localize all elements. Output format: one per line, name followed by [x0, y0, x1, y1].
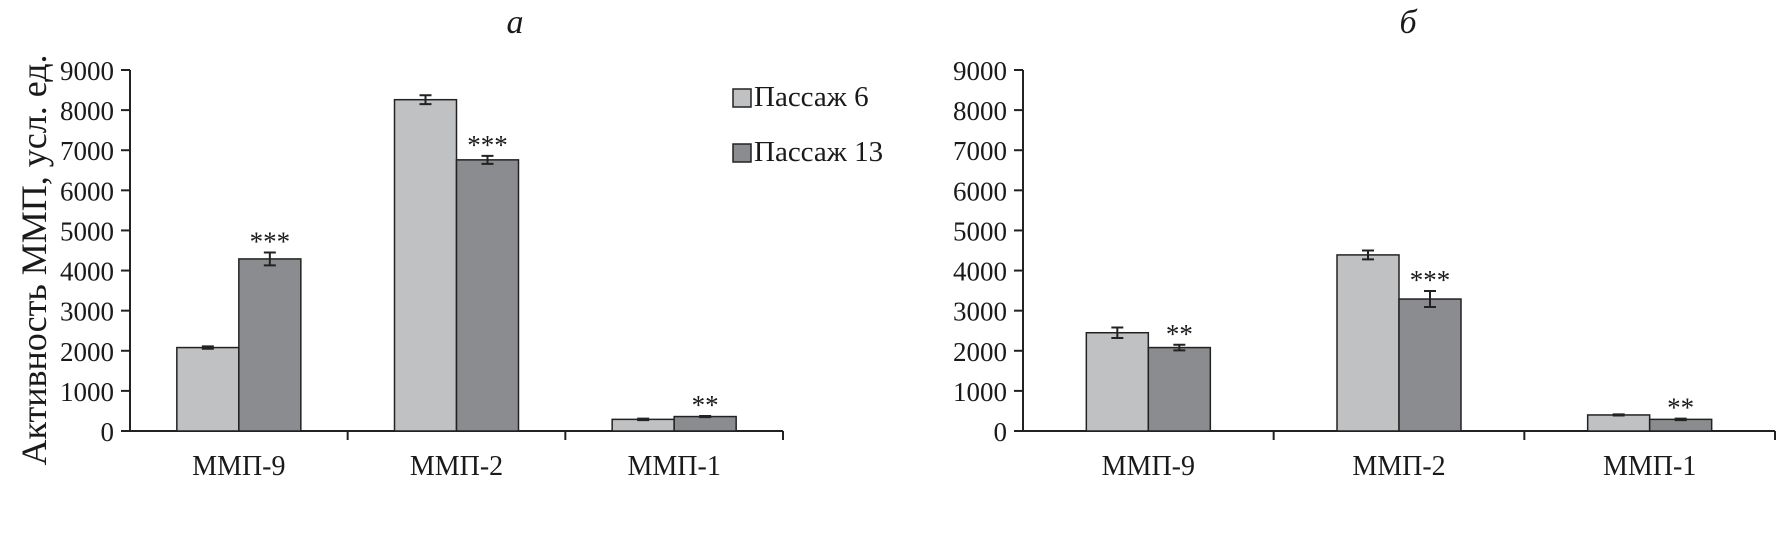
y-axis-label: Активность ММП, усл. ед.	[14, 54, 54, 465]
x-category-label-b: ММП-9	[1102, 451, 1195, 482]
error-bar-a	[481, 154, 494, 165]
y-tick-label-b: 4000	[953, 257, 1007, 287]
y-tick-label-a: 5000	[60, 216, 114, 246]
bar-a	[455, 159, 520, 432]
error-bar-b	[1674, 417, 1687, 422]
y-tick-label-a: 1000	[60, 377, 114, 407]
y-tick-label-a: 4000	[60, 257, 114, 287]
y-tick-label-a: 6000	[60, 176, 114, 206]
error-bar-a	[699, 414, 712, 419]
x-category-label-a: ММП-9	[192, 451, 285, 482]
legend-label-passage-6: Пассаж 6	[754, 81, 869, 113]
y-tick-label-a: 3000	[60, 297, 114, 327]
x-category-label-a: ММП-2	[410, 451, 503, 482]
significance-label-b: **	[1667, 393, 1694, 423]
significance-label-b: **	[1166, 319, 1193, 349]
error-bar-a	[637, 417, 650, 422]
bar-a	[176, 346, 240, 432]
y-tick-label-b: 5000	[953, 216, 1007, 246]
chart-panel-b: б 0 1000 2000 3000 4000 5000 6000 7000 8000 9000 М…	[953, 4, 1776, 482]
bar-b	[1336, 254, 1400, 432]
y-tick-label-b: 9000	[953, 56, 1007, 86]
error-bar-a	[419, 94, 432, 106]
x-category-label-b: ММП-1	[1603, 451, 1696, 482]
bar-b	[1398, 298, 1462, 432]
y-tick-label-b: 2000	[953, 337, 1007, 367]
panel-label-b: б	[1399, 4, 1418, 41]
error-bar-b	[1362, 249, 1374, 261]
x-category-label-b: ММП-2	[1352, 451, 1445, 482]
panel-label-a: а	[507, 4, 524, 41]
y-tick-label-a: 9000	[60, 56, 114, 86]
x-category-label-a: ММП-1	[627, 451, 720, 482]
chart-panel-a: а 0 1000 2000 3000 4000 5000 6000 7000 8000 9000 М…	[60, 4, 784, 482]
bar-b	[1586, 414, 1651, 432]
y-tick-label-a: 7000	[60, 136, 114, 166]
bar-a	[238, 258, 302, 432]
error-bar-b	[1424, 290, 1436, 309]
significance-label-a: ***	[250, 227, 291, 257]
y-tick-label-b: 0	[994, 417, 1008, 447]
significance-label-b: ***	[1410, 265, 1451, 295]
chart-legend: Пассаж 6 Пассаж 13	[732, 81, 883, 168]
y-tick-label-b: 6000	[953, 176, 1007, 206]
y-tick-label-b: 3000	[953, 297, 1007, 327]
error-bar-a	[201, 345, 214, 350]
y-tick-label-a: 8000	[60, 96, 114, 126]
error-bar-b	[1173, 343, 1186, 352]
error-bar-b	[1612, 413, 1625, 417]
error-bar-a	[263, 251, 276, 267]
significance-label-a: **	[692, 390, 719, 420]
legend-label-passage-13: Пассаж 13	[754, 136, 883, 168]
y-tick-label-b: 7000	[953, 136, 1007, 166]
significance-label-a: ***	[467, 130, 508, 160]
error-bar-b	[1111, 326, 1124, 339]
y-tick-label-a: 0	[101, 417, 115, 447]
y-tick-label-a: 2000	[60, 337, 114, 367]
y-tick-label-b: 8000	[953, 96, 1007, 126]
y-tick-label-b: 1000	[953, 377, 1007, 407]
legend-swatch-passage-6	[732, 88, 752, 108]
bar-b	[1147, 346, 1212, 432]
bar-b	[1085, 331, 1150, 432]
legend-swatch-passage-13	[732, 143, 752, 163]
bar-a	[393, 98, 458, 432]
